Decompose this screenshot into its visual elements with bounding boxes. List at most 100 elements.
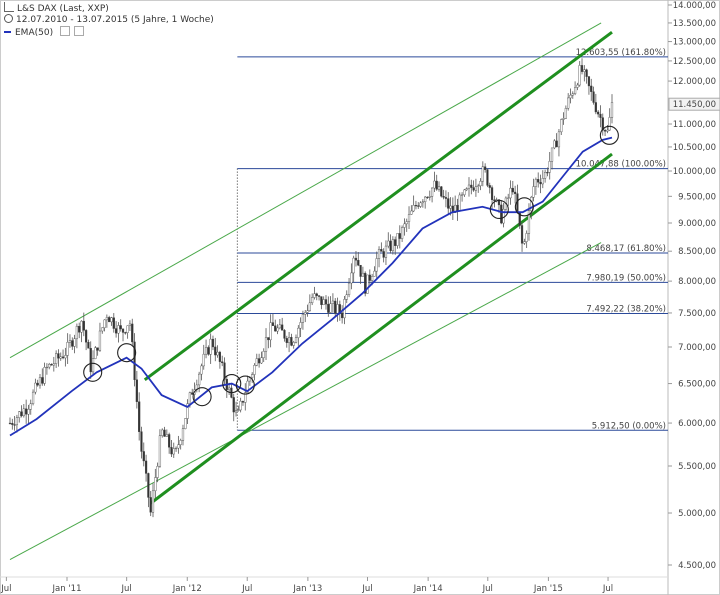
candle	[230, 384, 233, 399]
candle	[587, 76, 591, 95]
candle-body	[421, 201, 424, 204]
candle-body	[352, 257, 355, 274]
candle-body	[112, 317, 115, 329]
candle-body	[532, 186, 535, 198]
candle-body	[410, 210, 413, 215]
candle-body	[345, 294, 348, 300]
candle	[18, 411, 21, 423]
candle	[36, 379, 39, 387]
highlight-circle	[83, 362, 103, 382]
candle-body	[437, 186, 441, 190]
candle-body	[105, 317, 108, 321]
candle-body	[114, 328, 118, 334]
candle	[357, 251, 360, 267]
candle-body	[82, 320, 85, 331]
candle	[68, 334, 72, 348]
ema-legend[interactable]: EMA(50)	[4, 26, 84, 38]
candle	[91, 350, 95, 375]
candle	[34, 378, 37, 395]
candle-body	[216, 351, 219, 356]
candle-body	[264, 337, 268, 352]
x-tick-label: Jan '15	[533, 584, 563, 594]
candle-body	[576, 84, 579, 88]
candle-body	[412, 205, 415, 212]
candle	[297, 325, 300, 346]
candle	[456, 198, 459, 221]
candle	[336, 297, 339, 322]
y-tick-label: 13.000,00	[673, 38, 716, 48]
candle-body	[174, 447, 178, 450]
candle-body	[38, 377, 42, 386]
y-tick-label: 5.500,00	[678, 462, 716, 472]
last-price-badge	[668, 97, 720, 111]
candle-body	[149, 497, 152, 513]
candle-body	[601, 117, 604, 131]
candle	[110, 316, 113, 326]
candle	[421, 199, 424, 208]
candle-body	[507, 197, 510, 199]
candle-body	[440, 186, 443, 197]
candle	[204, 339, 208, 359]
fib-level-label: 7.492,22 (38.20%)	[586, 304, 666, 314]
candle	[405, 218, 408, 232]
candle-body	[304, 312, 307, 315]
candle	[451, 197, 454, 221]
candle	[292, 340, 295, 349]
candle-body	[371, 276, 374, 281]
candle-body	[52, 363, 55, 366]
candle-body	[380, 249, 383, 252]
x-tick-label: Jul	[361, 584, 372, 594]
candle	[384, 240, 388, 266]
candle-body	[405, 221, 408, 225]
candle	[50, 363, 53, 366]
clock-icon	[4, 14, 13, 23]
candle-body	[580, 65, 584, 72]
candle-body	[481, 166, 484, 182]
candle-body	[131, 323, 134, 343]
candle	[112, 313, 115, 333]
candle	[571, 91, 574, 99]
y-tick-label: 6.500,00	[678, 380, 716, 390]
candle-body	[87, 341, 90, 349]
candle	[57, 349, 60, 367]
candle	[562, 112, 565, 125]
highlight-circle	[489, 199, 509, 220]
y-tick-label: 8.000,00	[678, 277, 716, 287]
candle	[225, 375, 228, 398]
candle-body	[244, 392, 247, 403]
candle	[218, 350, 221, 369]
candle-body	[278, 324, 281, 329]
candle-body	[237, 409, 240, 411]
candle	[105, 314, 108, 328]
x-tick-label: Jan '12	[172, 584, 202, 594]
candle-body	[484, 166, 487, 170]
candle	[52, 356, 55, 372]
candle-body	[430, 187, 434, 197]
candle-body	[36, 382, 39, 386]
candle-body	[364, 272, 367, 294]
candle-body	[294, 337, 298, 343]
candle	[417, 202, 420, 209]
close-icon[interactable]	[73, 26, 84, 36]
ema50-line	[9, 136, 613, 437]
candle	[583, 65, 586, 82]
candle	[472, 180, 475, 192]
candle	[488, 182, 491, 194]
candle	[306, 304, 309, 317]
candle	[27, 404, 30, 424]
candle	[486, 168, 489, 188]
candle-body	[209, 338, 212, 355]
settings-icon[interactable]	[59, 26, 70, 36]
candle	[131, 318, 134, 347]
fib-level-label: 10.047,88 (100.00%)	[576, 160, 666, 170]
candle-body	[156, 465, 159, 478]
candle-body	[590, 85, 593, 92]
candle-body	[73, 338, 76, 347]
candle	[364, 271, 367, 297]
candle-body	[417, 205, 420, 207]
candle-body	[45, 366, 49, 369]
trend-channel-line	[149, 152, 613, 505]
candle	[550, 147, 554, 170]
candle-body	[281, 324, 284, 331]
